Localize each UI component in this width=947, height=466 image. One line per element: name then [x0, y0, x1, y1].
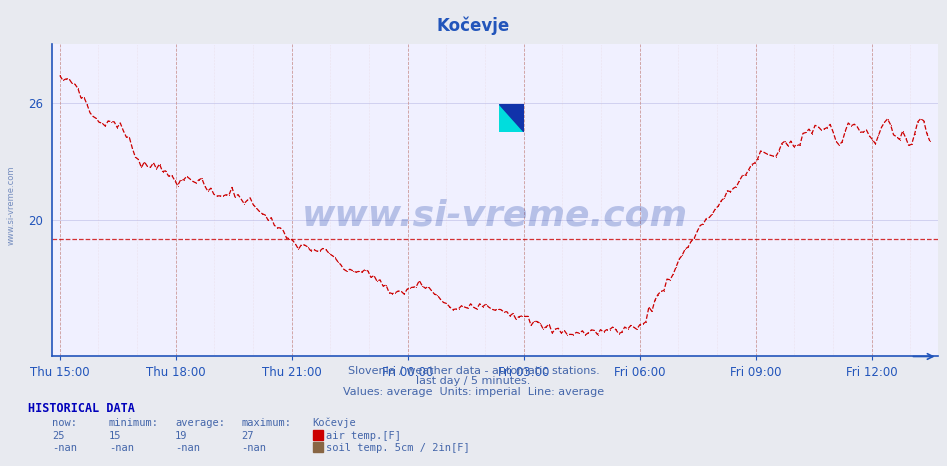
Text: 19: 19 [175, 431, 188, 440]
Text: -nan: -nan [109, 443, 134, 452]
Text: -nan: -nan [241, 443, 266, 452]
Polygon shape [499, 103, 524, 132]
Text: soil temp. 5cm / 2in[F]: soil temp. 5cm / 2in[F] [326, 443, 470, 452]
Text: maximum:: maximum: [241, 418, 292, 428]
Text: minimum:: minimum: [109, 418, 159, 428]
Text: Values: average  Units: imperial  Line: average: Values: average Units: imperial Line: av… [343, 387, 604, 397]
Text: 25: 25 [52, 431, 64, 440]
Text: air temp.[F]: air temp.[F] [326, 431, 401, 440]
Text: -nan: -nan [175, 443, 200, 452]
Text: now:: now: [52, 418, 77, 428]
Polygon shape [499, 103, 524, 132]
Text: www.si-vreme.com: www.si-vreme.com [7, 165, 16, 245]
Text: 27: 27 [241, 431, 254, 440]
Text: Slovenia / weather data - automatic stations.: Slovenia / weather data - automatic stat… [348, 366, 599, 376]
Text: Kočevje: Kočevje [313, 418, 356, 428]
Polygon shape [499, 103, 524, 132]
Text: Kočevje: Kočevje [437, 16, 510, 35]
Text: www.si-vreme.com: www.si-vreme.com [302, 199, 688, 233]
Text: -nan: -nan [52, 443, 77, 452]
Text: last day / 5 minutes.: last day / 5 minutes. [417, 377, 530, 386]
Text: HISTORICAL DATA: HISTORICAL DATA [28, 403, 135, 415]
Text: 15: 15 [109, 431, 121, 440]
Text: average:: average: [175, 418, 225, 428]
